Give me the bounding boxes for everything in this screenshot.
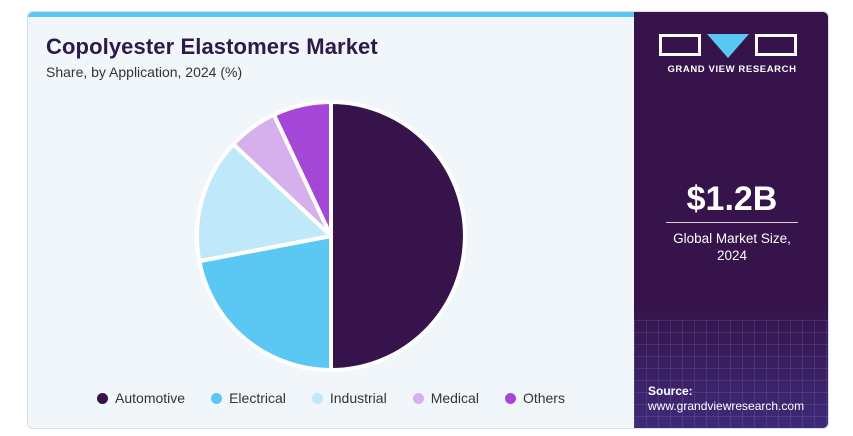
chart-legend: Automotive Electrical Industrial Medical Oth… <box>28 390 634 406</box>
legend-swatch-icon <box>504 392 516 404</box>
legend-label: Electrical <box>229 390 286 406</box>
legend-item-industrial: Industrial <box>311 390 387 406</box>
legend-label: Automotive <box>115 390 186 406</box>
brand-logo: GRAND VIEW RESEARCH <box>659 34 805 75</box>
legend-swatch-icon <box>311 392 323 404</box>
side-panel: GRAND VIEW RESEARCH $1.2B Global Market … <box>634 12 828 428</box>
logo-right-mark <box>755 34 797 56</box>
grid-decoration <box>634 320 828 428</box>
source-url[interactable]: www.grandviewresearch.com <box>648 399 805 413</box>
legend-label: Medical <box>430 390 479 406</box>
source-note: Source: www.grandviewresearch.com <box>648 384 804 414</box>
legend-item-automotive: Automotive <box>97 390 185 406</box>
source-heading: Source: <box>648 384 693 398</box>
legend-label: Industrial <box>329 390 387 406</box>
legend-item-electrical: Electrical <box>211 390 286 406</box>
logo-left-mark <box>659 34 701 56</box>
legend-item-others: Others <box>504 390 565 406</box>
legend-label: Others <box>522 390 565 406</box>
market-size-label-line2: 2024 <box>716 248 748 263</box>
legend-swatch-icon <box>211 392 223 404</box>
chart-subtitle: Share, by Application, 2024 (%) <box>46 64 243 80</box>
pie-chart <box>195 100 467 372</box>
pie-slice-industrial <box>195 142 333 264</box>
market-size-value: $1.2B <box>686 180 778 218</box>
pie-slice-electrical <box>197 234 333 372</box>
legend-swatch-icon <box>412 392 424 404</box>
pie-slice-others <box>271 100 333 238</box>
legend-swatch-icon <box>97 392 109 404</box>
chart-card: Copolyester Elastomers Market Share, by … <box>27 11 829 429</box>
market-size-label: Global Market Size, 2024 <box>634 230 828 264</box>
value-divider <box>666 222 798 223</box>
accent-bar <box>28 12 634 17</box>
market-size-label-line1: Global Market Size, <box>673 231 791 246</box>
logo-text: GRAND VIEW RESEARCH <box>667 64 797 75</box>
chart-title: Copolyester Elastomers Market <box>46 34 378 59</box>
legend-item-medical: Medical <box>412 390 479 406</box>
logo-chevron-icon <box>707 34 749 58</box>
pie-slice-automotive <box>329 100 467 372</box>
